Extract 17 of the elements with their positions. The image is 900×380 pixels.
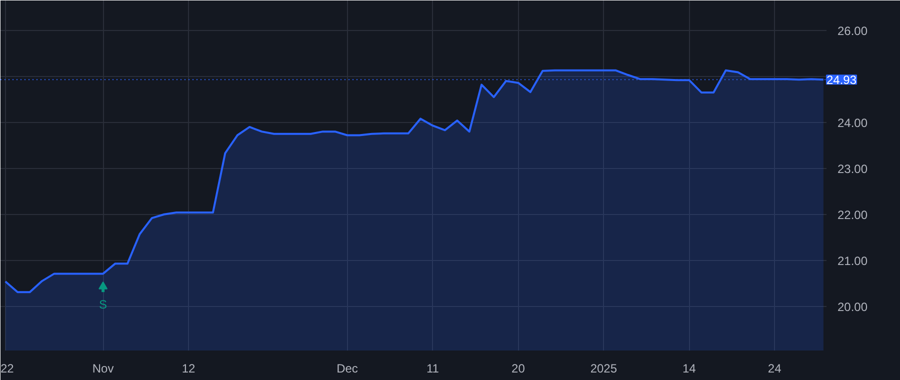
y-tick-label: 23.00	[838, 162, 868, 176]
x-tick-label: Dec	[336, 362, 358, 376]
x-tick-label: 11	[426, 362, 440, 376]
y-tick-label: 24.00	[838, 116, 868, 130]
y-tick-label: 20.00	[838, 300, 868, 314]
x-tick-label: Nov	[92, 362, 114, 376]
y-tick-label: 22.00	[838, 208, 868, 222]
x-tick-label: 20	[512, 362, 526, 376]
annotation: S	[99, 298, 108, 312]
x-tick-label: 12	[182, 362, 196, 376]
x-tick-label: 14	[682, 362, 696, 376]
y-tick-label: 26.00	[838, 24, 868, 38]
x-tick-label: 24	[768, 362, 782, 376]
y-tick-label: 21.00	[838, 254, 868, 268]
x-tick-label: 2025	[590, 362, 618, 376]
ref-line-label: 24.93	[826, 73, 857, 88]
x-tick-label: 22	[0, 362, 14, 376]
